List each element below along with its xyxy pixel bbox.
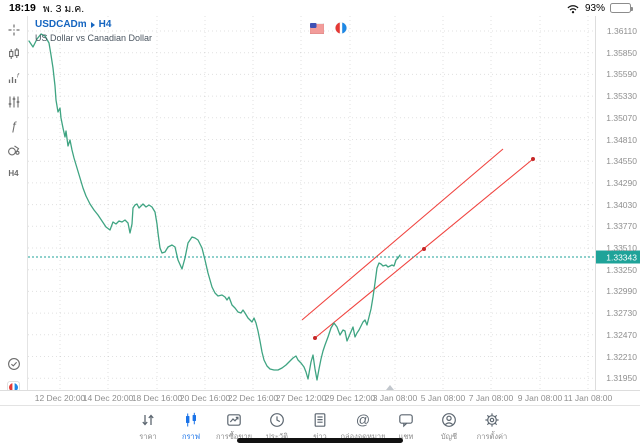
status-date: พ. 3 ม.ค. [42,2,85,15]
time-axis-label: 5 Jan 08:00 [420,393,466,403]
time-axis-label: 14 Dec 20:00 [82,393,134,403]
nav-label-history: การซื้อขาย [215,432,253,441]
chart-plot-area[interactable]: USDCADm H4 US Dollar vs Canadian Dollar [28,16,595,390]
channel-handle[interactable] [313,336,317,340]
price-axis-label: 1.34810 [606,134,637,145]
nav-label-settings: บัญชี [440,432,458,441]
price-axis-label: 1.32470 [606,329,637,340]
channel-handle[interactable] [422,247,426,251]
nav-tab-quotes[interactable]: ราคา [127,411,170,443]
price-axis-label: 1.34030 [606,199,637,210]
nav-tab-chart[interactable]: กราฟ [170,411,213,443]
price-axis-label: 1.34550 [606,156,637,167]
price-axis-label: 1.35850 [606,47,637,58]
time-axis-label: 11 Jan 08:00 [563,393,613,403]
symbol-description: US Dollar vs Canadian Dollar [35,32,153,43]
last-bar-marker [386,385,394,390]
history-clock-icon [270,413,284,427]
timeframe-button[interactable]: H4 [6,166,22,181]
price-chart-svg[interactable] [28,16,595,390]
indicators-icon[interactable]: f [6,70,22,85]
time-axis-label: 9 Jan 08:00 [517,393,563,403]
mailbox-at-icon: @ [356,412,370,428]
svg-text:@: @ [356,412,370,428]
nav-label-chart: กราฟ [181,432,201,441]
nav-label-history: ประวัติ [266,432,288,441]
time-axis-label: 18 Dec 16:00 [131,393,183,403]
account-person-icon [442,413,456,427]
price-axis-label: 1.36110 [606,26,637,36]
status-time: 18:19 [9,2,36,14]
price-axis-label: 1.35330 [606,91,637,102]
quotes-icon [142,414,154,426]
price-axis-label: 1.33250 [606,264,637,275]
nav-tab-trade[interactable]: การซื้อขาย [213,411,256,443]
time-axis-label: 27 Dec 12:00 [275,393,327,403]
nav-label-accounts: แชท [398,432,414,441]
chart-header[interactable]: USDCADm H4 US Dollar vs Canadian Dollar [35,19,152,44]
chart-icon [186,412,196,427]
function-icon[interactable]: ƒ [6,118,22,133]
price-axis-label: 1.35590 [606,69,637,80]
price-axis-label: 1.32210 [606,351,637,362]
current-price-badge: 1.33343 [596,250,640,264]
price-axis-label: 1.32990 [606,286,637,297]
connection-status-icon[interactable] [6,356,22,371]
svg-text:f: f [17,72,20,79]
nav-tab-accounts[interactable]: บัญชี [428,411,471,443]
timeframe-label: H4 [8,169,19,178]
nav-label-mailbox: ข่าว [313,432,327,441]
us-flag-icon [310,22,324,34]
nav-label-chat: กล่องจดหมาย [340,432,386,441]
objects-sliders-icon[interactable] [6,94,22,109]
price-series-line [28,33,401,381]
time-axis-label: 3 Jan 08:00 [372,393,418,403]
bottom-nav-bar: ราคา กราฟ การซื้อขาย ประวัติ [0,405,640,447]
time-axis-label: 22 Dec 16:00 [227,393,279,403]
chart-toolbar: f ƒ H4 [0,16,28,405]
nav-label-settings2: การตั้งค่า [476,432,508,441]
shapes-icon[interactable] [6,142,22,157]
chevron-right-icon [90,22,95,29]
time-axis-label: 20 Dec 16:00 [179,393,231,403]
wifi-icon [567,4,579,13]
settings-gear-icon [485,413,499,427]
chat-bubble-icon [399,414,413,428]
home-indicator[interactable] [237,438,403,443]
channel-handle[interactable] [531,157,535,161]
currency-flags [310,22,347,34]
nav-tab-chat[interactable]: แชท [385,411,428,443]
battery-icon [610,3,633,13]
cad-flag-icon [335,22,347,34]
time-axis-label: 12 Dec 20:00 [34,393,86,403]
price-axis-label: 1.33510 [606,243,637,253]
channel-parallel-line[interactable] [301,148,504,321]
price-axis-label: 1.35070 [606,112,637,123]
svg-text:ƒ: ƒ [10,119,17,133]
time-axis[interactable]: 12 Dec 20:00 14 Dec 20:00 18 Dec 16:00 20 D… [0,385,640,405]
news-icon [314,413,326,427]
price-axis-label: 1.34290 [606,177,637,188]
nav-tab-mailbox[interactable]: @ กล่องจดหมาย [340,411,386,443]
nav-tab-settings[interactable]: การตั้งค่า [471,411,514,443]
chart-timeframe[interactable]: H4 [98,19,112,30]
price-axis-label: 1.33770 [606,221,637,232]
chart-type-candles-icon[interactable] [6,46,22,61]
time-axis-label: 29 Dec 12:00 [324,393,376,403]
battery-percent: 93% [584,2,605,14]
crosshair-icon[interactable] [6,22,22,37]
nav-tab-news[interactable]: ข่าว [299,411,342,443]
status-bar: 18:19 พ. 3 ม.ค. 93% [0,0,640,16]
price-axis[interactable]: 1.33343 1.36110 1.35850 1.35590 1.35330 1.35… [595,16,640,390]
symbol-name[interactable]: USDCADm [35,19,87,30]
nav-tab-history[interactable]: ประวัติ [256,411,299,443]
price-axis-label: 1.31950 [606,373,637,384]
price-axis-label: 1.32730 [606,308,637,319]
time-axis-label: 7 Jan 08:00 [468,393,514,403]
trade-icon [227,414,241,426]
nav-label-quotes: ราคา [139,432,157,441]
